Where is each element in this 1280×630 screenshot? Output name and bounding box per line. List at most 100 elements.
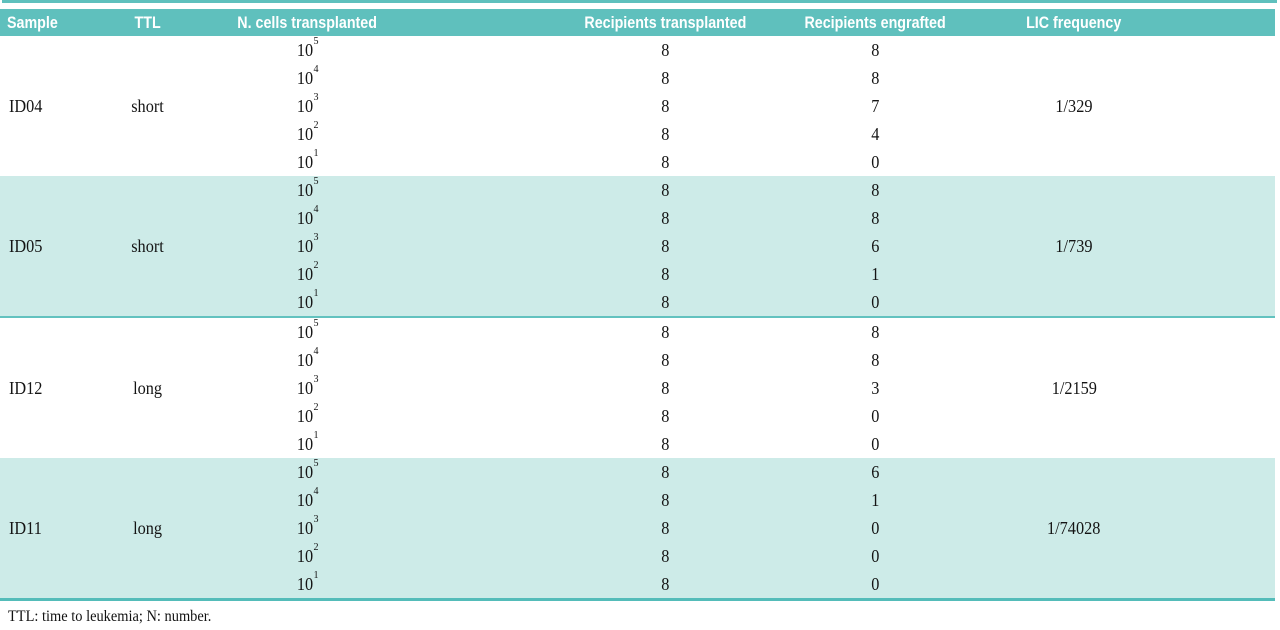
- table-row: 104 8 8: [0, 345, 1275, 374]
- cell-count: 105: [296, 316, 319, 342]
- table-row: 101 8 0: [0, 286, 1275, 317]
- table-footnote: TTL: time to leukemia; N: number.: [8, 608, 212, 625]
- cell-count: 101: [296, 146, 319, 172]
- table-row: 102 8 1: [0, 258, 1275, 288]
- ttl-cell: long: [133, 377, 162, 398]
- sample-cell: ID05: [9, 235, 43, 256]
- lic-frequency-cell: 1/329: [1055, 95, 1093, 116]
- cell-count: 105: [296, 456, 319, 482]
- recipients-transplanted-cell: 8: [660, 235, 670, 256]
- exponent: 3: [313, 90, 319, 103]
- recipients-transplanted-cell: 8: [660, 207, 670, 228]
- recipients-engrafted-cell: 1: [870, 489, 880, 510]
- table-row: 104 8 8: [0, 62, 1275, 92]
- table-row: 103 8 6: [0, 230, 1275, 260]
- ttl-cell: short: [131, 235, 164, 256]
- cell-count: 101: [296, 286, 319, 312]
- recipients-transplanted-cell: 8: [660, 291, 670, 312]
- recipients-transplanted-cell: 8: [660, 517, 670, 538]
- column-header-ttl: TTL: [134, 12, 161, 32]
- exponent: 2: [313, 540, 319, 553]
- table-row: 102 8 4: [0, 118, 1275, 148]
- recipients-transplanted-cell: 8: [660, 39, 670, 60]
- sample-block-id05: ID05 short 105 8 8 1/739 1 0 4 8 8 103 8 6…: [0, 174, 1275, 317]
- exponent: 1: [313, 568, 319, 581]
- cell-count: 103: [296, 90, 319, 116]
- cell-count: 102: [296, 400, 319, 426]
- cell-count: 102: [296, 118, 319, 144]
- recipients-engrafted-cell: 0: [870, 291, 880, 312]
- recipients-transplanted-cell: 8: [660, 489, 670, 510]
- column-header-sample: Sample: [7, 12, 58, 32]
- lic-frequency-table: Sample TTL N. cells transplanted Recipie…: [0, 9, 1275, 601]
- cell-count: 105: [296, 34, 319, 60]
- exponent: 5: [313, 34, 319, 47]
- recipients-engrafted-cell: 8: [870, 179, 880, 200]
- recipients-engrafted-cell: 0: [870, 545, 880, 566]
- table-row: 104 8 1: [0, 484, 1275, 514]
- recipients-engrafted-cell: 0: [870, 405, 880, 426]
- column-header-recipients-transplanted: Recipients transplanted: [584, 12, 746, 32]
- sample-block-id04: ID04 short 105 8 8 1/329 104 8 8 103 8 7…: [0, 34, 1275, 176]
- exponent: 4: [313, 62, 319, 75]
- recipients-engrafted-cell: 8: [870, 39, 880, 60]
- recipients-transplanted-cell: 8: [660, 433, 670, 454]
- recipients-engrafted-cell: 8: [870, 207, 880, 228]
- recipients-engrafted-cell: 8: [870, 67, 880, 88]
- lic-frequency-cell: 1/2159: [1051, 377, 1097, 398]
- recipients-engrafted-cell: 0: [870, 573, 880, 594]
- exponent: 2: [313, 258, 319, 271]
- cell-count: 105: [296, 174, 319, 200]
- recipients-transplanted-cell: 8: [660, 377, 670, 398]
- sample-block-id11: ID11 long 105 8 6 1/74028 104 8 1 103 8 …: [0, 456, 1275, 600]
- table-row: 102 8 0: [0, 400, 1275, 430]
- cell-count: 101: [296, 568, 319, 594]
- table-row: 103 8 7: [0, 90, 1275, 120]
- recipients-engrafted-cell: 8: [870, 321, 880, 342]
- sample-cell: ID12: [9, 377, 43, 398]
- lic-frequency-cell: 1/74028: [1047, 517, 1101, 538]
- recipients-transplanted-cell: 8: [660, 349, 670, 370]
- recipients-engrafted-cell: 4: [870, 123, 880, 144]
- sample-cell: ID11: [9, 517, 42, 538]
- exponent: 5: [313, 456, 319, 469]
- recipients-transplanted-cell: 8: [660, 405, 670, 426]
- recipients-transplanted-cell: 8: [660, 263, 670, 284]
- recipients-transplanted-cell: 8: [660, 123, 670, 144]
- sample-block-id12: ID12 long 105 8 8 1/2159 104 8 8 103 8 3…: [0, 317, 1275, 458]
- cell-count: 104: [296, 484, 319, 510]
- table-row: 101 8 0: [0, 428, 1275, 458]
- recipients-engrafted-cell: 8: [870, 349, 880, 370]
- exponent: 1: [313, 286, 319, 299]
- exponent: 2: [313, 400, 319, 413]
- recipients-engrafted-cell: 6: [870, 461, 880, 482]
- recipients-engrafted-cell: 0: [870, 517, 880, 538]
- cell-count: 103: [296, 230, 319, 256]
- recipients-transplanted-cell: 8: [660, 461, 670, 482]
- recipients-transplanted-cell: 8: [660, 321, 670, 342]
- table-row: ID05 short 105 8 8 1/739: [0, 174, 1275, 255]
- table-row: 103 8 3: [0, 372, 1275, 402]
- cell-count: 102: [296, 540, 319, 566]
- recipients-engrafted-cell: 0: [870, 151, 880, 172]
- recipients-transplanted-cell: 8: [660, 151, 670, 172]
- table-row: ID11 long 105 8 6 1/74028: [0, 456, 1275, 537]
- recipients-transplanted-cell: 8: [660, 179, 670, 200]
- table-header: Sample TTL N. cells transplanted Recipie…: [0, 9, 1275, 36]
- lic-frequency-cell: 1/739: [1055, 235, 1093, 256]
- table-row: 103 8 0: [0, 513, 1275, 542]
- header-row: Sample TTL N. cells transplanted Recipie…: [0, 9, 1275, 36]
- recipients-engrafted-cell: 3: [870, 377, 880, 398]
- exponent: 3: [313, 230, 319, 243]
- recipients-engrafted-cell: 1: [870, 263, 880, 284]
- cell-count: 103: [296, 372, 319, 398]
- cell-count: 104: [296, 62, 319, 88]
- exponent: 1: [313, 146, 319, 159]
- exponent: 4: [313, 202, 319, 215]
- column-header-n-cells: N. cells transplanted: [237, 12, 378, 32]
- exponent: 5: [313, 174, 319, 187]
- exponent: 3: [313, 372, 319, 385]
- recipients-transplanted-cell: 8: [660, 573, 670, 594]
- exponent: 1: [313, 428, 319, 441]
